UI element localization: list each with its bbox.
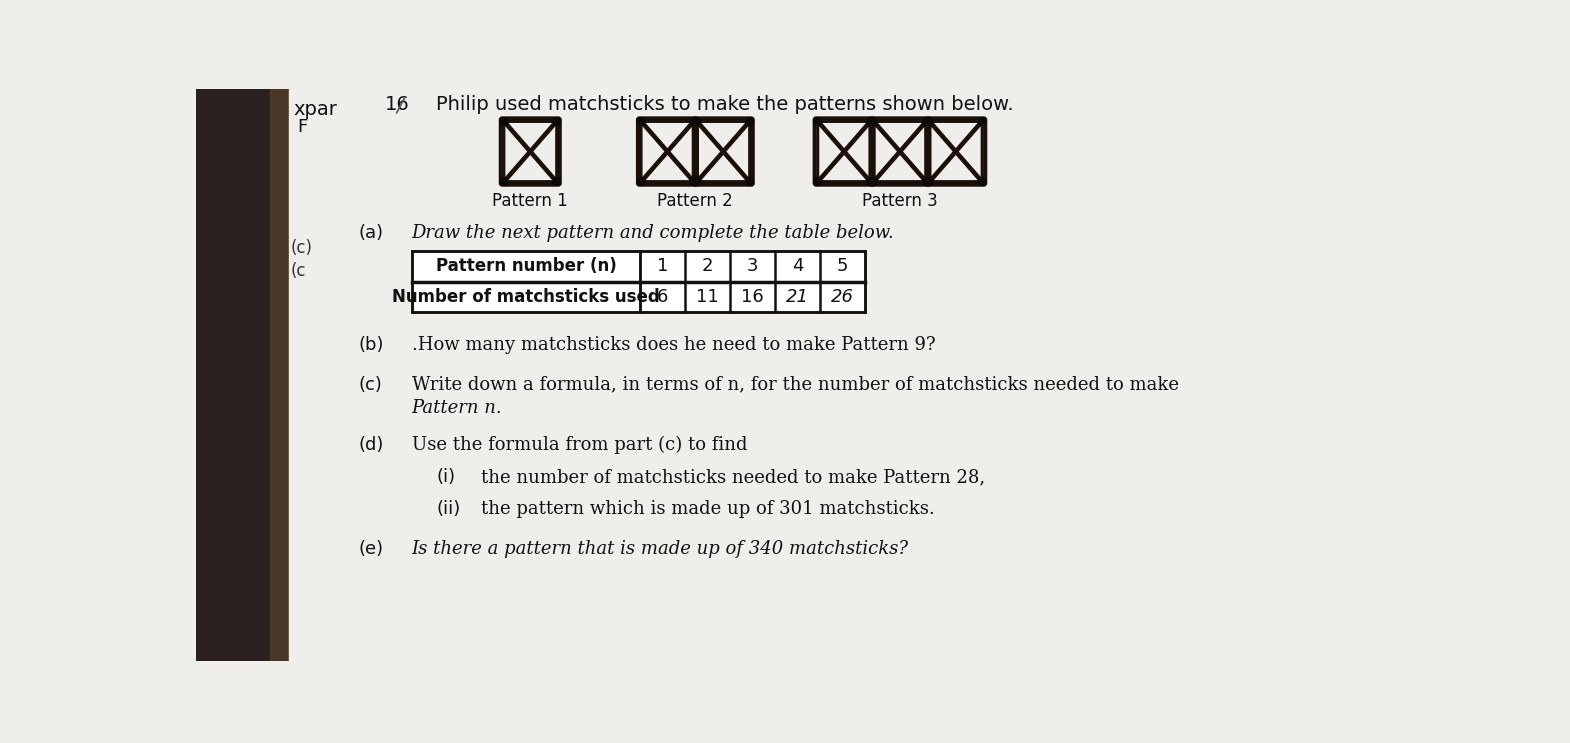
Text: (d): (d) xyxy=(360,435,385,454)
Text: Pattern 3: Pattern 3 xyxy=(862,192,937,210)
Text: 11: 11 xyxy=(697,288,719,306)
Text: (i): (i) xyxy=(436,468,455,486)
Text: Pattern 2: Pattern 2 xyxy=(658,192,733,210)
Text: 6: 6 xyxy=(658,288,669,306)
Bar xyxy=(411,251,865,313)
Text: (ii): (ii) xyxy=(436,500,460,519)
Circle shape xyxy=(689,117,697,126)
Text: (a): (a) xyxy=(360,224,385,242)
Text: 3: 3 xyxy=(747,257,758,275)
Text: 4: 4 xyxy=(791,257,804,275)
Circle shape xyxy=(746,178,754,186)
Bar xyxy=(196,89,270,661)
Circle shape xyxy=(501,178,507,186)
Text: 26: 26 xyxy=(831,288,854,306)
Text: .How many matchsticks does he need to make Pattern 9?: .How many matchsticks does he need to ma… xyxy=(411,336,936,354)
Text: Pattern 1: Pattern 1 xyxy=(493,192,568,210)
Bar xyxy=(270,89,289,661)
Text: the number of matchsticks needed to make Pattern 28,: the number of matchsticks needed to make… xyxy=(482,468,986,486)
Text: (e): (e) xyxy=(360,540,385,559)
Circle shape xyxy=(978,178,986,186)
Text: Is there a pattern that is made up of 340 matchsticks?: Is there a pattern that is made up of 34… xyxy=(411,540,909,559)
Circle shape xyxy=(746,117,754,126)
Circle shape xyxy=(867,117,874,126)
Text: 16: 16 xyxy=(385,95,410,114)
Circle shape xyxy=(926,117,933,126)
Text: /: / xyxy=(396,95,403,115)
Text: F: F xyxy=(297,118,308,137)
Circle shape xyxy=(923,178,929,186)
Circle shape xyxy=(870,178,878,186)
Circle shape xyxy=(692,178,700,186)
Text: 21: 21 xyxy=(787,288,809,306)
Text: Draw the next pattern and complete the table below.: Draw the next pattern and complete the t… xyxy=(411,224,895,242)
Text: Pattern number (n): Pattern number (n) xyxy=(435,257,617,275)
Text: (c): (c) xyxy=(360,376,383,394)
Text: Pattern n.: Pattern n. xyxy=(411,399,502,417)
Circle shape xyxy=(553,178,560,186)
Text: (c): (c) xyxy=(290,239,312,257)
Circle shape xyxy=(637,117,645,126)
Text: Number of matchsticks used: Number of matchsticks used xyxy=(392,288,659,306)
Circle shape xyxy=(813,178,821,186)
Text: 2: 2 xyxy=(702,257,713,275)
Text: (c: (c xyxy=(290,262,306,280)
Circle shape xyxy=(923,117,929,126)
Text: Use the formula from part (c) to find: Use the formula from part (c) to find xyxy=(411,435,747,454)
Circle shape xyxy=(813,117,821,126)
Circle shape xyxy=(553,117,560,126)
Text: Write down a formula, in terms of n, for the number of matchsticks needed to mak: Write down a formula, in terms of n, for… xyxy=(411,376,1179,394)
Text: xpar: xpar xyxy=(294,100,338,119)
Circle shape xyxy=(501,117,507,126)
Circle shape xyxy=(637,178,645,186)
Text: Philip used matchsticks to make the patterns shown below.: Philip used matchsticks to make the patt… xyxy=(436,95,1014,114)
Text: (b): (b) xyxy=(360,336,385,354)
Text: 5: 5 xyxy=(837,257,848,275)
Circle shape xyxy=(867,178,874,186)
Circle shape xyxy=(689,178,697,186)
Text: 1: 1 xyxy=(658,257,669,275)
Text: the pattern which is made up of 301 matchsticks.: the pattern which is made up of 301 matc… xyxy=(482,500,936,519)
Circle shape xyxy=(692,117,700,126)
Circle shape xyxy=(870,117,878,126)
Circle shape xyxy=(926,178,933,186)
Circle shape xyxy=(978,117,986,126)
Text: 16: 16 xyxy=(741,288,765,306)
